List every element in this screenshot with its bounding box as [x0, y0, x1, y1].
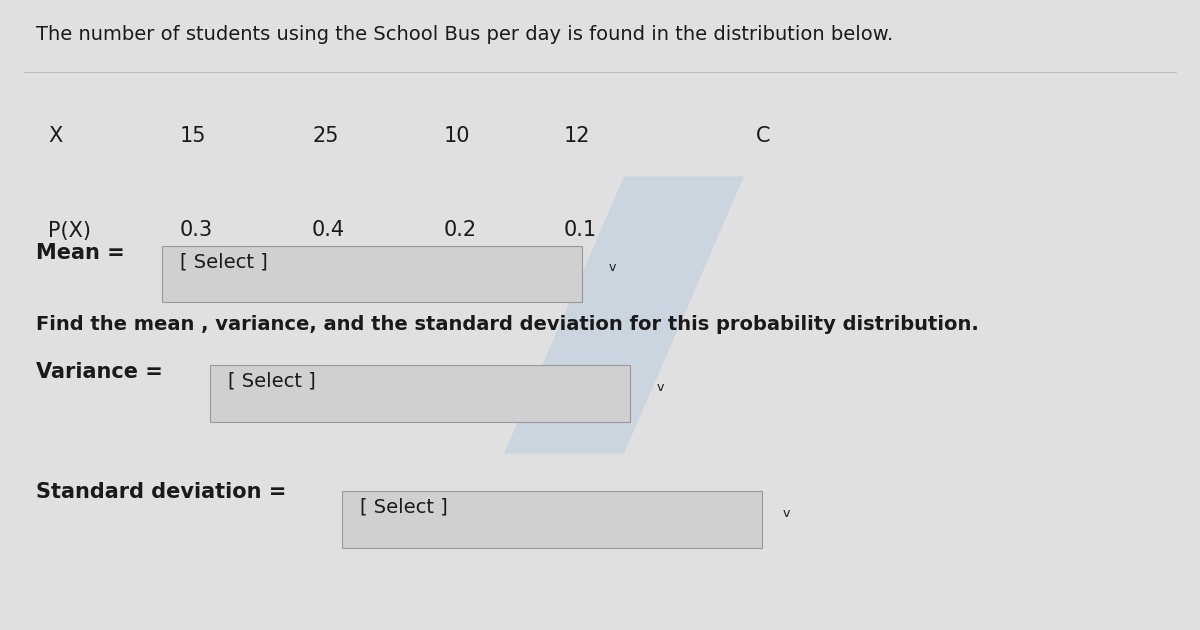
Text: 12: 12 [564, 126, 590, 146]
Polygon shape [504, 176, 744, 454]
Text: Mean =: Mean = [36, 243, 125, 263]
Text: 0.4: 0.4 [312, 220, 346, 241]
Text: 0.1: 0.1 [564, 220, 598, 241]
Text: Find the mean , variance, and the standard deviation for this probability distri: Find the mean , variance, and the standa… [36, 315, 979, 334]
Text: P(X): P(X) [48, 220, 91, 241]
Text: 10: 10 [444, 126, 470, 146]
Text: v: v [656, 381, 664, 394]
Text: 25: 25 [312, 126, 338, 146]
Text: 0.2: 0.2 [444, 220, 478, 241]
Text: X: X [48, 126, 62, 146]
FancyBboxPatch shape [162, 246, 582, 302]
Text: v: v [608, 261, 616, 274]
FancyBboxPatch shape [210, 365, 630, 422]
Text: The number of students using the School Bus per day is found in the distribution: The number of students using the School … [36, 25, 893, 44]
Text: Variance =: Variance = [36, 362, 163, 382]
Text: 0.3: 0.3 [180, 220, 214, 241]
Text: [ Select ]: [ Select ] [180, 252, 268, 271]
Text: v: v [782, 507, 790, 520]
Text: 15: 15 [180, 126, 206, 146]
Text: C: C [756, 126, 770, 146]
Text: [ Select ]: [ Select ] [228, 372, 316, 391]
FancyBboxPatch shape [342, 491, 762, 548]
Text: Standard deviation =: Standard deviation = [36, 482, 287, 502]
Text: [ Select ]: [ Select ] [360, 498, 448, 517]
